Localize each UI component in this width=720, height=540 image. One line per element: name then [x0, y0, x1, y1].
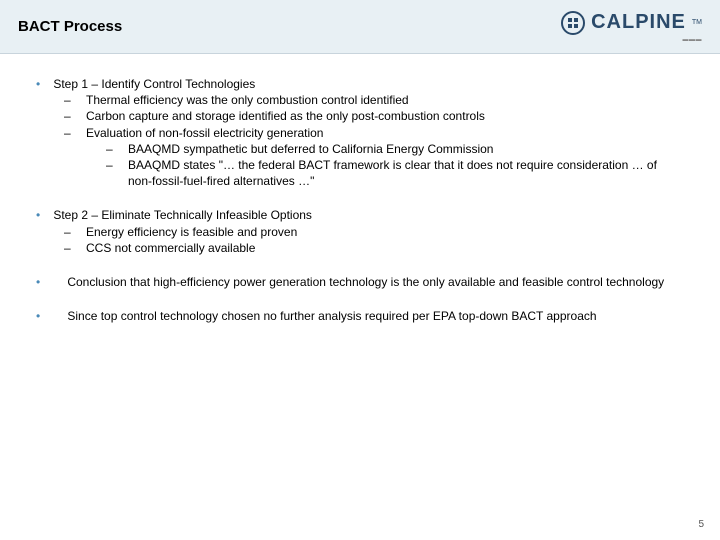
list-item: CCS not commercially available: [64, 240, 684, 256]
list-item: BAAQMD states "… the federal BACT framew…: [106, 157, 684, 189]
bullet-text: Step 2 – Eliminate Technically Infeasibl…: [53, 208, 312, 222]
list-item: Conclusion that high-efficiency power ge…: [36, 274, 684, 290]
bullet-list: Step 1 – Identify Control Technologies T…: [36, 76, 684, 324]
logo-text: CALPINE: [591, 11, 686, 34]
bullet-text: Energy efficiency is feasible and proven: [86, 225, 297, 239]
list-item: Energy efficiency is feasible and proven: [64, 224, 684, 240]
logo-block: CALPINE TM ▬▬▬: [561, 11, 702, 43]
calpine-logo: CALPINE TM: [561, 11, 702, 35]
bullet-text: Evaluation of non-fossil electricity gen…: [86, 126, 323, 140]
bullet-text: Thermal efficiency was the only combusti…: [86, 93, 409, 107]
list-item: Thermal efficiency was the only combusti…: [64, 92, 684, 108]
bullet-text: CCS not commercially available: [86, 241, 255, 255]
slide-header: BACT Process CALPINE TM ▬▬▬: [0, 0, 720, 54]
bullet-text: Step 1 – Identify Control Technologies: [53, 77, 255, 91]
logo-subtext: ▬▬▬: [683, 37, 703, 43]
list-item: Step 2 – Eliminate Technically Infeasibl…: [36, 207, 684, 256]
bullet-text: Carbon capture and storage identified as…: [86, 109, 485, 123]
slide-title: BACT Process: [18, 18, 122, 35]
list-item: BAAQMD sympathetic but deferred to Calif…: [106, 141, 684, 157]
bullet-text: Conclusion that high-efficiency power ge…: [53, 275, 664, 289]
calpine-icon: [561, 11, 585, 35]
bullet-text: BAAQMD sympathetic but deferred to Calif…: [128, 142, 493, 156]
page-number: 5: [698, 519, 704, 530]
tm-mark: TM: [692, 19, 702, 26]
list-item: Evaluation of non-fossil electricity gen…: [64, 125, 684, 190]
list-item: Carbon capture and storage identified as…: [64, 108, 684, 124]
bullet-text: Since top control technology chosen no f…: [53, 309, 596, 323]
list-item: Step 1 – Identify Control Technologies T…: [36, 76, 684, 189]
list-item: Since top control technology chosen no f…: [36, 308, 684, 324]
slide-body: Step 1 – Identify Control Technologies T…: [0, 54, 720, 324]
bullet-text: BAAQMD states "… the federal BACT framew…: [128, 158, 657, 188]
